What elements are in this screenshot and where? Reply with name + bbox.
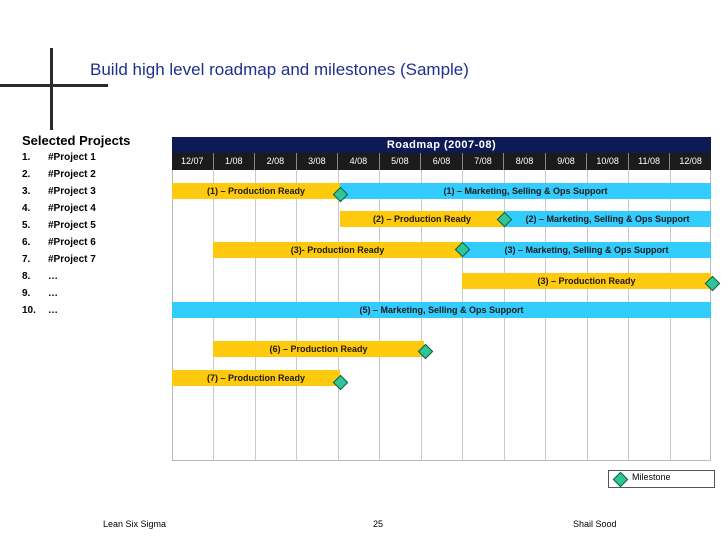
project-number: 8. xyxy=(22,271,31,282)
gantt-bar-project-2-production-ready: (2) – Production Ready xyxy=(340,211,504,227)
projects-list: 1. #Project 1 2. #Project 2 3. #Project 3 4… xyxy=(22,152,96,322)
project-number: 6. xyxy=(22,237,31,248)
project-item: 7. #Project 7 xyxy=(22,254,96,271)
month-label: 3/08 xyxy=(295,153,338,170)
footer-left: Lean Six Sigma xyxy=(103,519,167,529)
footer-right: Shail Sood xyxy=(573,519,617,529)
month-header-row: 12/07 1/08 2/08 3/08 4/08 5/08 6/08 7/08… xyxy=(172,153,711,170)
project-name: #Project 1 xyxy=(48,152,96,163)
project-name: #Project 3 xyxy=(48,186,96,197)
gantt-bar-project-3b-production-ready: (3) – Production Ready xyxy=(462,273,711,289)
gantt-bar-project-7-production-ready: (7) – Production Ready xyxy=(172,370,340,386)
month-label: 5/08 xyxy=(378,153,421,170)
month-label: 9/08 xyxy=(544,153,587,170)
footer-page-number: 25 xyxy=(373,519,384,529)
project-number: 2. xyxy=(22,169,31,180)
legend-label: Milestone xyxy=(632,472,671,482)
gantt-bar-project-5-marketing: (5) – Marketing, Selling & Ops Support xyxy=(172,302,711,318)
gantt-bar-project-2-marketing: (2) – Marketing, Selling & Ops Support xyxy=(504,211,711,227)
project-name: #Project 7 xyxy=(48,254,96,265)
project-name: #Project 2 xyxy=(48,169,96,180)
project-number: 9. xyxy=(22,288,31,299)
decorative-vertical-line xyxy=(50,48,53,130)
project-item: 1. #Project 1 xyxy=(22,152,96,169)
project-name: #Project 6 xyxy=(48,237,96,248)
gantt-bar-project-6-production-ready: (6) – Production Ready xyxy=(213,341,424,357)
project-item: 4. #Project 4 xyxy=(22,203,96,220)
month-label: 6/08 xyxy=(420,153,462,170)
project-item: 10. … xyxy=(22,305,96,322)
project-item: 8. … xyxy=(22,271,96,288)
project-number: 4. xyxy=(22,203,31,214)
project-item: 2. #Project 2 xyxy=(22,169,96,186)
project-name: … xyxy=(48,288,58,299)
month-label: 1/08 xyxy=(212,153,255,170)
projects-heading: Selected Projects xyxy=(22,133,131,148)
month-label: 10/08 xyxy=(586,153,628,170)
project-name: … xyxy=(48,305,58,316)
project-item: 9. … xyxy=(22,288,96,305)
project-name: #Project 5 xyxy=(48,220,96,231)
project-number: 10. xyxy=(22,305,36,316)
project-number: 3. xyxy=(22,186,31,197)
month-label: 7/08 xyxy=(461,153,504,170)
project-item: 6. #Project 6 xyxy=(22,237,96,254)
project-number: 7. xyxy=(22,254,31,265)
project-item: 5. #Project 5 xyxy=(22,220,96,237)
project-name: #Project 4 xyxy=(48,203,96,214)
decorative-horizontal-line xyxy=(0,84,108,87)
project-number: 5. xyxy=(22,220,31,231)
slide-title: Build high level roadmap and milestones … xyxy=(90,60,469,79)
gantt-bar-project-3-marketing: (3) – Marketing, Selling & Ops Support xyxy=(462,242,711,258)
project-name: … xyxy=(48,271,58,282)
gantt-bar-project-1-marketing: (1) – Marketing, Selling & Ops Support xyxy=(340,183,711,199)
gantt-bar-project-1-production-ready: (1) – Production Ready xyxy=(172,183,340,199)
roadmap-header: Roadmap (2007-08) xyxy=(172,137,711,153)
month-label: 2/08 xyxy=(254,153,296,170)
month-label: 4/08 xyxy=(337,153,379,170)
project-number: 1. xyxy=(22,152,31,163)
month-label: 8/08 xyxy=(503,153,545,170)
project-item: 3. #Project 3 xyxy=(22,186,96,203)
legend xyxy=(608,470,715,488)
month-label: 11/08 xyxy=(627,153,670,170)
month-label: 12/08 xyxy=(669,153,711,170)
gantt-bar-project-3-production-ready: (3)- Production Ready xyxy=(213,242,462,258)
month-label: 12/07 xyxy=(172,153,213,170)
